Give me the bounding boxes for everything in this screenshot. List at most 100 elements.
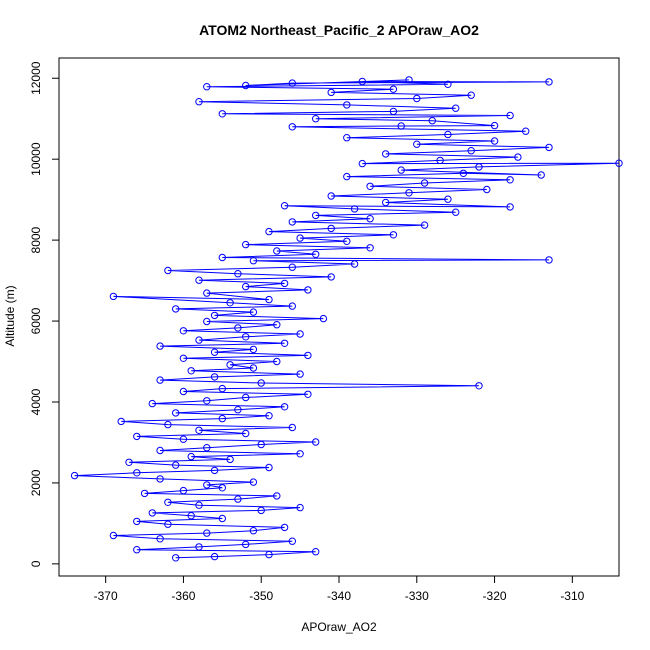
data-point — [203, 444, 211, 452]
data-point — [148, 399, 157, 408]
data-point — [156, 446, 164, 455]
y-tick-label: 0 — [29, 560, 43, 567]
data-point — [179, 435, 188, 443]
data-point — [234, 270, 242, 278]
data-point — [506, 176, 514, 184]
series-layer — [70, 76, 623, 562]
data-point — [195, 336, 203, 344]
data-point — [148, 509, 157, 517]
data-point — [280, 202, 289, 210]
data-point — [389, 107, 398, 116]
data-point — [218, 253, 227, 262]
data-point — [413, 94, 421, 103]
y-tick-label: 4000 — [29, 388, 43, 415]
series-line — [74, 79, 620, 559]
data-point — [125, 458, 133, 466]
data-point — [242, 282, 250, 291]
data-point — [195, 276, 203, 284]
data-point — [288, 263, 296, 271]
data-point — [226, 455, 234, 464]
data-point — [249, 478, 258, 486]
data-point — [210, 373, 219, 381]
data-point — [459, 169, 468, 178]
data-point — [327, 273, 335, 281]
data-point — [195, 543, 203, 551]
data-point — [273, 321, 281, 329]
data-point — [218, 110, 227, 118]
data-point — [545, 256, 553, 264]
data-point — [382, 198, 390, 207]
data-point — [195, 501, 203, 509]
data-point — [522, 127, 530, 135]
data-point — [475, 382, 483, 390]
data-point — [312, 250, 320, 259]
data-point — [133, 546, 141, 554]
data-point — [156, 376, 164, 384]
data-point — [288, 302, 296, 310]
data-point — [234, 495, 242, 503]
data-point — [436, 156, 444, 165]
data-point — [172, 461, 180, 469]
data-point — [249, 345, 258, 354]
data-point — [545, 143, 553, 152]
data-point — [273, 492, 281, 500]
data-point — [358, 159, 366, 168]
data-point — [312, 211, 320, 220]
data-point — [156, 342, 164, 350]
data-point — [179, 354, 188, 362]
data-point — [506, 111, 514, 120]
data-point — [257, 379, 265, 387]
data-point — [187, 512, 195, 520]
x-tick-label: -340 — [327, 589, 351, 603]
data-point — [312, 115, 320, 123]
data-point — [109, 292, 118, 301]
data-point — [273, 247, 281, 255]
y-tick-label: 8000 — [29, 226, 43, 253]
data-point — [288, 123, 296, 131]
data-point — [280, 403, 289, 411]
data-point — [257, 506, 265, 515]
data-point — [156, 535, 164, 543]
data-point — [249, 308, 258, 316]
data-point — [70, 471, 79, 480]
data-point — [179, 327, 188, 335]
data-point — [319, 314, 328, 323]
y-tick-label: 10000 — [29, 142, 43, 176]
data-point — [133, 432, 141, 441]
data-point — [280, 279, 289, 288]
data-point — [195, 426, 203, 434]
data-point — [296, 370, 304, 378]
data-point — [358, 77, 366, 86]
data-point — [164, 520, 172, 528]
data-point — [304, 351, 312, 360]
data-point — [280, 339, 289, 347]
data-point — [249, 364, 258, 372]
data-point — [444, 130, 452, 139]
data-point — [203, 317, 211, 326]
data-point — [156, 475, 164, 483]
data-point — [257, 440, 265, 449]
data-point — [490, 137, 499, 145]
data-point — [506, 203, 514, 211]
data-point — [203, 529, 211, 537]
data-point — [288, 218, 296, 226]
data-point — [514, 153, 522, 161]
data-point — [537, 171, 545, 179]
data-point — [389, 85, 398, 93]
data-point — [444, 195, 452, 203]
data-point — [172, 554, 180, 562]
y-axis: 0 2000 4000 6000 8000 10000 12000 — [29, 61, 60, 567]
data-point — [249, 527, 258, 535]
data-point — [452, 104, 460, 112]
data-point — [413, 140, 421, 148]
data-point — [327, 192, 335, 200]
data-point — [350, 205, 359, 213]
data-point — [350, 260, 359, 268]
data-point — [203, 397, 211, 405]
data-point — [242, 333, 250, 341]
data-point — [280, 523, 289, 532]
data-point — [288, 537, 296, 545]
x-tick-label: -330 — [405, 589, 429, 603]
x-tick-label: -310 — [560, 589, 584, 603]
